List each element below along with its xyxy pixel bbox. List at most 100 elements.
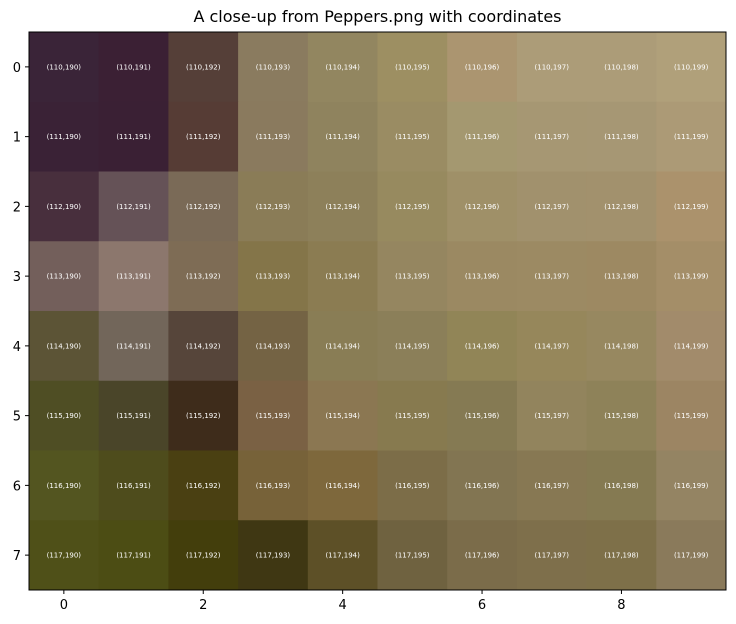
heatmap-cell: [447, 520, 518, 591]
cell-label: (113,191): [116, 273, 151, 281]
cell-label: (114,198): [604, 342, 639, 350]
x-tick-label: 6: [478, 598, 486, 613]
cell-label: (110,191): [116, 63, 151, 71]
heatmap-cell: [377, 450, 448, 521]
cell-label: (111,194): [325, 133, 360, 141]
cell-label: (112,195): [395, 203, 430, 211]
cell-label: (113,192): [186, 273, 221, 281]
heatmap-cell: [238, 101, 309, 172]
cell-label: (115,199): [674, 412, 709, 420]
cell-label: (114,192): [186, 342, 221, 350]
heatmap-cell: [29, 450, 100, 521]
heatmap-cell: [656, 520, 727, 591]
cell-label: (113,193): [256, 273, 291, 281]
cell-label: (111,199): [674, 133, 709, 141]
heatmap-cell: [168, 101, 239, 172]
heatmap-cell: [238, 520, 309, 591]
y-tick-label: 2: [13, 200, 21, 215]
cell-label: (112,199): [674, 203, 709, 211]
cell-label: (116,191): [116, 482, 151, 490]
cell-label: (111,193): [256, 133, 291, 141]
cell-label: (112,194): [325, 203, 360, 211]
heatmap-cell: [377, 32, 448, 103]
cell-label: (116,198): [604, 482, 639, 490]
heatmap-cell: [377, 171, 448, 242]
heatmap-cell: [238, 171, 309, 242]
cell-label: (116,194): [325, 482, 360, 490]
cell-label: (112,196): [465, 203, 500, 211]
cell-label: (117,192): [186, 552, 221, 560]
cell-label: (115,198): [604, 412, 639, 420]
cell-label: (114,195): [395, 342, 430, 350]
heatmap-cell: [447, 241, 518, 312]
cell-label: (112,193): [256, 203, 291, 211]
heatmap-cell: [516, 450, 588, 521]
heatmap-cell: [307, 32, 378, 103]
heatmap-cell: [516, 241, 588, 312]
heatmap-cell: [586, 241, 657, 312]
cell-label: (111,198): [604, 133, 639, 141]
heatmap-cell: [98, 171, 169, 242]
cell-label: (115,194): [325, 412, 360, 420]
chart-title: A close-up from Peppers.png with coordin…: [193, 7, 562, 26]
cell-label: (113,199): [674, 273, 709, 281]
heatmap-cell: [29, 241, 100, 312]
heatmap-cell: [586, 380, 657, 451]
heatmap-cell: [29, 380, 100, 451]
heatmap-cell: [307, 520, 378, 591]
heatmap-cell: [447, 32, 518, 103]
heatmap-cell: [29, 32, 100, 103]
heatmap-cell: [307, 450, 378, 521]
heatmap-cell: [307, 311, 378, 382]
heatmap-cell: [447, 171, 518, 242]
cell-label: (116,190): [47, 482, 82, 490]
heatmap-cell: [656, 171, 727, 242]
cell-label: (115,191): [116, 412, 151, 420]
cell-label: (116,192): [186, 482, 221, 490]
cell-label: (110,193): [256, 63, 291, 71]
cell-label: (110,190): [47, 63, 82, 71]
heatmap-cell: [29, 101, 100, 172]
heatmap-cell: [516, 311, 588, 382]
cell-label: (115,190): [47, 412, 82, 420]
cell-label: (116,195): [395, 482, 430, 490]
cell-label: (114,193): [256, 342, 291, 350]
heatmap-cell: [516, 32, 588, 103]
cell-label: (111,197): [535, 133, 570, 141]
heatmap-cell: [586, 450, 657, 521]
heatmap-cell: [29, 171, 100, 242]
cell-label: (114,194): [325, 342, 360, 350]
heatmap-cell: [307, 171, 378, 242]
cell-label: (116,196): [465, 482, 500, 490]
heatmap-cell: [98, 520, 169, 591]
y-tick-label: 6: [13, 479, 21, 494]
heatmap-cell: [98, 32, 169, 103]
cell-label: (113,197): [535, 273, 570, 281]
cell-label: (111,191): [116, 133, 151, 141]
cell-label: (110,196): [465, 63, 500, 71]
heatmap-cell: [168, 311, 239, 382]
heatmap-cell: [29, 520, 100, 591]
cell-label: (113,190): [47, 273, 82, 281]
heatmap-cell: [586, 171, 657, 242]
cell-label: (113,196): [465, 273, 500, 281]
heatmap-cell: [447, 380, 518, 451]
cell-label: (113,194): [325, 273, 360, 281]
heatmap-cell: [447, 450, 518, 521]
cell-label: (116,199): [674, 482, 709, 490]
x-tick-label: 0: [60, 598, 68, 613]
heatmap-cell: [98, 101, 169, 172]
cell-label: (111,190): [47, 133, 82, 141]
heatmap-cell: [377, 241, 448, 312]
cell-label: (117,190): [47, 552, 82, 560]
heatmap-cell: [516, 520, 588, 591]
y-tick-label: 5: [13, 410, 21, 425]
cell-label: (110,194): [325, 63, 360, 71]
heatmap-cell: [447, 311, 518, 382]
cell-label: (113,198): [604, 273, 639, 281]
heatmap-cell: [168, 171, 239, 242]
heatmap-cell: [238, 241, 309, 312]
cell-label: (112,198): [604, 203, 639, 211]
heatmap-cell: [586, 32, 657, 103]
